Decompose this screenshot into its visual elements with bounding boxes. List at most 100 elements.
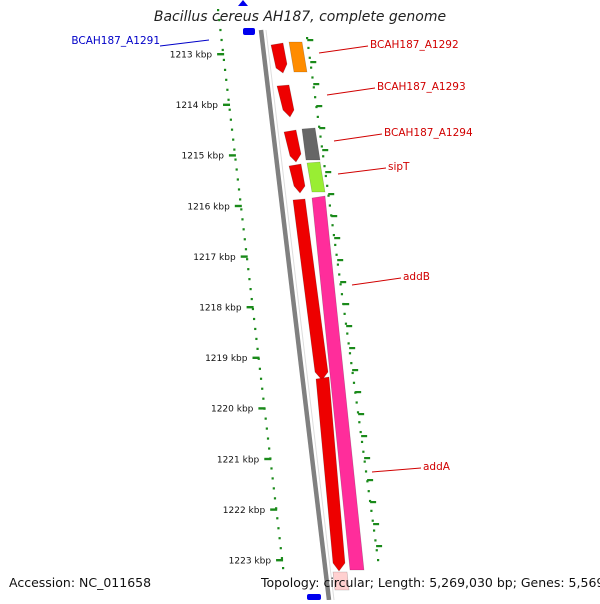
ruler-inner-dot	[244, 248, 248, 251]
ruler-outer-dot	[306, 37, 309, 40]
label-leader-line	[318, 45, 369, 54]
ruler-outer-dot	[327, 194, 330, 197]
ruler-inner-dot	[235, 168, 238, 171]
ruler-outer-dot	[366, 480, 369, 483]
gene-marker-top	[238, 0, 248, 6]
ruler-tick-label: 1222 kbp	[223, 506, 266, 516]
ruler-outer-dot	[326, 184, 329, 187]
ruler-outer-dot	[377, 559, 380, 562]
ruler-outer-dot	[356, 411, 360, 414]
ruler-outer-dot	[319, 135, 322, 138]
ruler-inner-dot	[217, 9, 220, 12]
ruler-inner-dot	[266, 437, 270, 440]
accession-text: Accession: NC_011658	[9, 575, 152, 590]
ruler-inner-dot	[225, 78, 228, 81]
ruler-inner-dot	[240, 208, 243, 211]
ruler-tick-mark	[252, 356, 260, 359]
ruler-inner-dot	[221, 48, 224, 52]
ruler-tick-label: 1214 kbp	[176, 101, 219, 111]
ruler-inner-dot	[282, 567, 285, 570]
ruler-inner-dot	[256, 347, 259, 350]
label-leader-line	[326, 87, 376, 96]
ruler-outer-dot	[364, 470, 368, 473]
backbone-edge	[265, 29, 335, 601]
ruler-outer-tick	[316, 105, 323, 108]
gene-bcah187-a1293	[276, 84, 295, 118]
ruler-outer-tick	[370, 501, 377, 504]
ruler-inner-dot	[259, 377, 263, 380]
ruler-inner-dot	[273, 497, 277, 500]
gene-label: addA	[423, 461, 451, 473]
ruler-inner-dot	[233, 148, 236, 151]
ruler-outer-dot	[316, 115, 319, 118]
ruler-outer-dot	[359, 430, 362, 434]
ruler-outer-dot	[312, 86, 315, 89]
ruler-tick-label: 1220 kbp	[211, 405, 254, 415]
ruler-outer-dot	[362, 450, 365, 453]
ruler-tick-label: 1213 kbp	[170, 51, 213, 61]
ruler-outer-dot	[363, 460, 366, 463]
ruler-outer-dot	[374, 539, 377, 542]
feature-tracks	[238, 0, 365, 600]
ruler-outer-dot	[323, 165, 326, 168]
ruler-inner-dot	[227, 98, 230, 101]
ruler-outer-dot	[340, 293, 344, 296]
ruler-tick-label: 1219 kbp	[205, 354, 248, 364]
ruler-outer-dot	[358, 421, 361, 424]
ruler-outer-tick	[337, 259, 344, 262]
ruler-inner-dot	[251, 307, 255, 311]
ruler-inner-dot	[261, 387, 264, 390]
ruler-outer-dot	[307, 46, 310, 50]
ruler-tick-mark	[217, 53, 225, 56]
ruler-inner-dot	[223, 68, 227, 71]
ruler-outer-dot	[318, 125, 321, 128]
gene-label: BCAH187_A1294	[384, 127, 473, 139]
ruler-tick-label: 1215 kbp	[182, 152, 225, 162]
ruler-outer-tick	[319, 127, 326, 130]
ruler-outer-dot	[368, 499, 372, 503]
genome-summary-text: Topology: circular; Length: 5,269,030 bp…	[261, 575, 600, 590]
gene-faded-bottom	[332, 571, 350, 591]
ruler-tick-mark	[258, 407, 266, 410]
gene-adda-pink	[311, 195, 365, 571]
ruler-outer-tick	[376, 545, 383, 548]
gene-bcah187-a1294-red	[283, 129, 302, 163]
ruler-tick-mark	[223, 103, 231, 106]
ruler-tick-label: 1223 kbp	[229, 557, 272, 567]
ruler-outer-tick	[325, 171, 332, 174]
ruler-outer-tick	[367, 479, 374, 482]
ruler-inner-dot	[277, 527, 280, 530]
ruler-inner-dot	[237, 188, 241, 191]
ruler-inner-dot	[275, 507, 278, 510]
gene-label: addB	[403, 271, 430, 283]
ruler-inner-dot	[230, 128, 234, 131]
gene-label: BCAH187_A1293	[377, 81, 466, 93]
ruler-inner-dot	[278, 537, 281, 540]
map-title: Bacillus cereus AH187, complete genome	[153, 9, 447, 25]
ruler-outer-dot	[328, 204, 331, 207]
ruler-outer-dot	[352, 381, 356, 384]
ruler-inner-dot	[241, 218, 244, 221]
ruler-outer-dot	[310, 66, 313, 69]
ruler-inner-dot	[268, 447, 271, 450]
ruler-inner-dot	[276, 517, 279, 520]
ruler-inner-dot	[254, 327, 257, 331]
ruler-outer-dot	[320, 145, 323, 148]
ruler-outer-tick	[328, 193, 335, 196]
gene-label: sipT	[388, 161, 410, 173]
ruler-inner-dot	[228, 108, 231, 111]
ruler-outer-dot	[308, 56, 311, 59]
ruler-inner-dot	[220, 38, 223, 42]
ruler-outer-dot	[322, 155, 325, 158]
feature-labels: BCAH187_A1291 BCAH187_A1292 BCAH187_A1293 B…	[71, 35, 473, 473]
ruler-inner-dot	[248, 278, 251, 281]
ruler-outer-dot	[348, 352, 352, 355]
ruler-outer-tick	[358, 413, 365, 416]
ruler-outer-dot	[339, 283, 342, 286]
ruler-inner-dot	[258, 367, 261, 370]
ruler-inner-dot	[243, 238, 246, 241]
ruler-outer-dot	[375, 549, 378, 552]
ruler-tick-mark	[276, 559, 284, 562]
